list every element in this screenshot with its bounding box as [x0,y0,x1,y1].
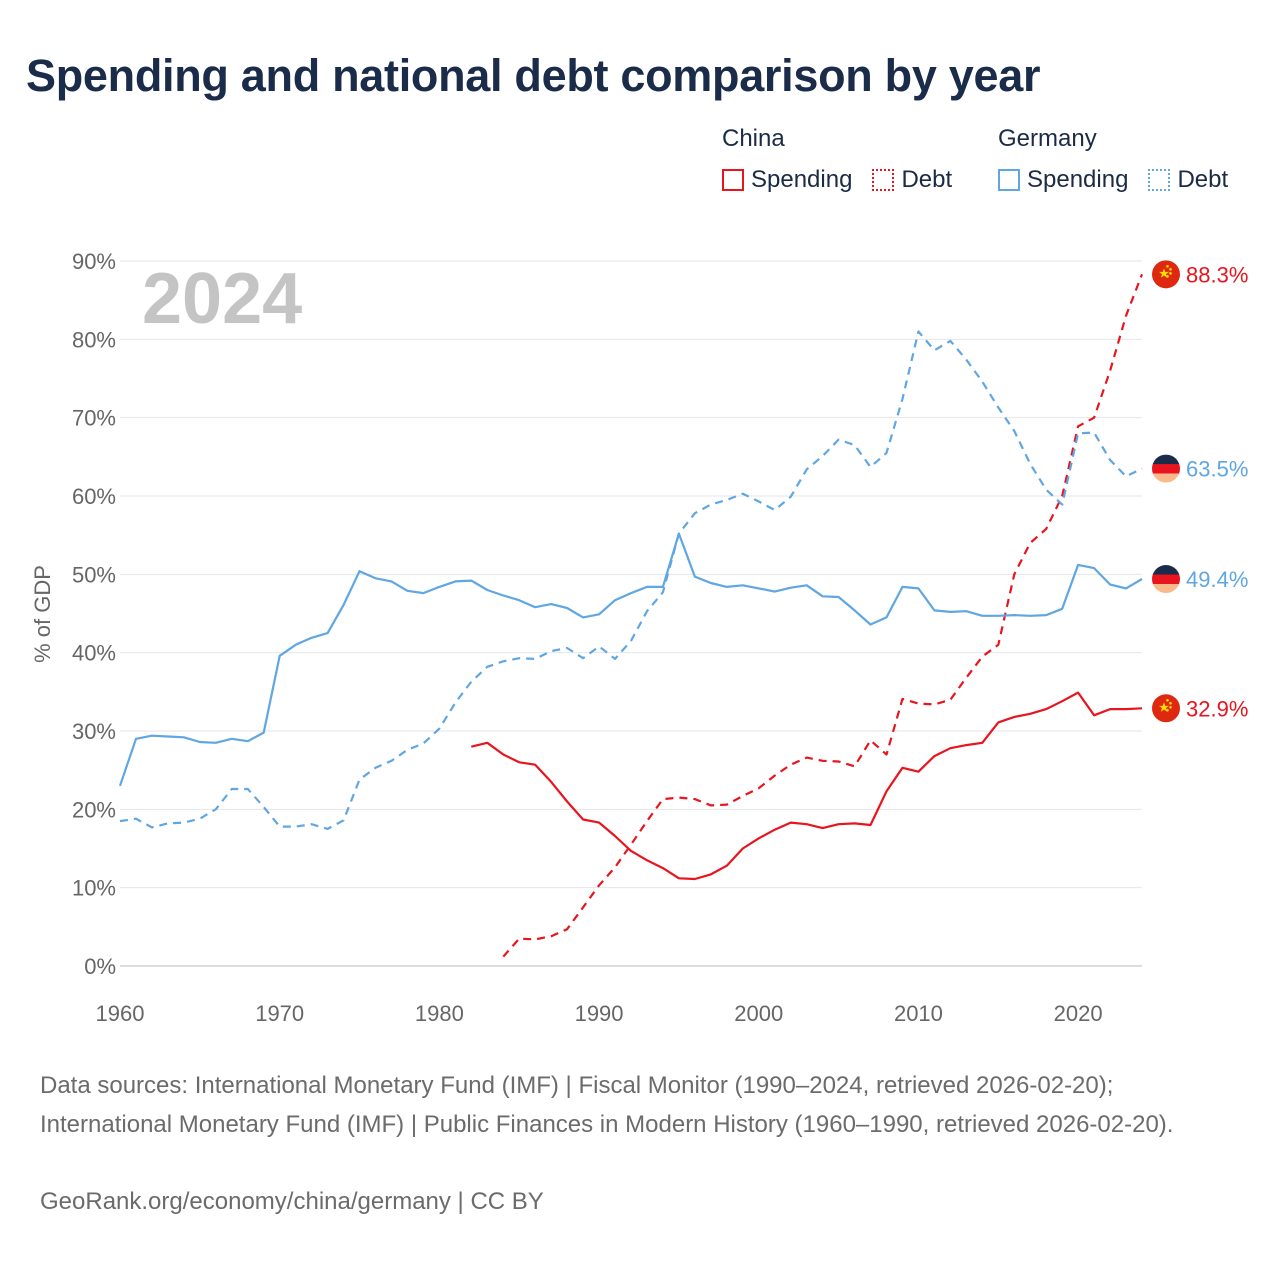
y-axis-title: % of GDP [30,565,55,663]
china-flag-icon [1152,694,1180,723]
legend-label: Spending [751,166,853,193]
y-tick-label: 50% [72,562,116,587]
x-tick-label: 1990 [575,1001,624,1026]
legend-group-name: Germany [998,125,1097,152]
end-value-label: 32.9% [1186,696,1248,721]
y-tick-label: 30% [72,719,116,744]
legend-swatch-dotted-icon [872,169,895,191]
legend-swatch-solid-icon [722,169,744,191]
credit-link[interactable]: GeoRank.org/economy/china/germany | CC B… [40,1188,544,1215]
germany-flag-icon [1152,454,1180,483]
data-sources-note: Data sources: International Monetary Fun… [40,1072,1174,1138]
legend-item-germany-debt[interactable]: Debt [1148,166,1228,194]
series-line-china-spending[interactable] [471,691,1143,881]
legend-group-name: China [722,125,785,152]
germany-flag-icon [1152,565,1180,594]
y-tick-label: 60% [72,484,116,509]
y-tick-label: 40% [72,641,116,666]
series-line-germany-debt[interactable] [119,330,1143,830]
legend-swatch-solid-icon [998,169,1020,191]
y-tick-label: 0% [84,954,116,979]
y-tick-label: 70% [72,406,116,431]
y-tick-label: 90% [72,249,116,274]
page-title: Spending and national debt comparison by… [26,50,1041,101]
x-tick-label: 2020 [1054,1001,1103,1026]
year-label: 2024 [142,259,302,339]
legend-item-china-spending[interactable]: Spending [722,166,852,194]
series-line-germany-spending[interactable] [118,532,1143,787]
legend-item-china-debt[interactable]: Debt [872,166,952,194]
y-tick-label: 20% [72,797,116,822]
line-chart: 2024 0% 10% 20% 30% 40% 50% 60% 70% 80% 90% 1960 19… [30,249,1248,1026]
legend-group-germany: Germany Spending Debt [998,124,1228,194]
legend-swatch-dotted-icon [1148,169,1171,191]
y-tick-label: 80% [72,327,116,352]
china-flag-icon [1152,260,1180,289]
y-tick-label: 10% [72,876,116,901]
end-value-label: 49.4% [1186,567,1248,592]
legend-label: Spending [1027,166,1129,193]
x-tick-label: 1960 [96,1001,145,1026]
x-tick-label: 1970 [255,1001,304,1026]
legend-item-germany-spending[interactable]: Spending [998,166,1128,194]
legend-label: Debt [901,166,953,193]
series-line-china-debt[interactable] [502,273,1144,958]
end-value-label: 88.3% [1186,262,1248,287]
x-tick-label: 2000 [734,1001,783,1026]
x-tick-label: 2010 [894,1001,943,1026]
x-tick-label: 1980 [415,1001,464,1026]
end-value-label: 63.5% [1186,457,1248,482]
legend-group-china: China Spending Debt [722,124,952,194]
legend-label: Debt [1177,166,1229,193]
